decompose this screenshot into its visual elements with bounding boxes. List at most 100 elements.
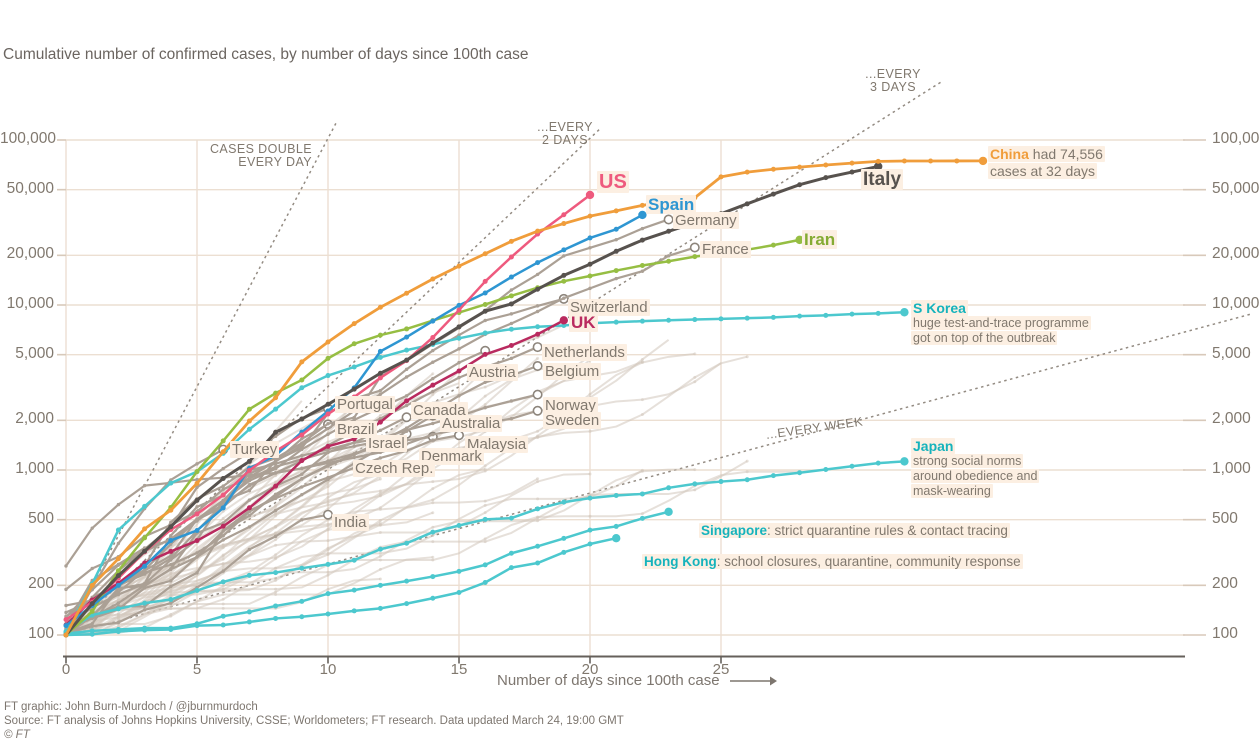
series-point-china	[744, 169, 750, 175]
series-point-germany	[326, 422, 330, 426]
series-point-belgium	[169, 562, 173, 567]
series-end-marker-s-korea	[900, 308, 909, 317]
series-end-marker-india	[322, 509, 333, 520]
series-point-japan	[404, 540, 410, 546]
series-point-us	[246, 467, 252, 473]
series-point-singapore	[535, 543, 541, 549]
series-point-spain	[430, 318, 436, 324]
series-point-belgium	[378, 439, 383, 444]
background-series-line	[65, 470, 800, 636]
series-point-czech	[221, 487, 225, 491]
series-point-switzerland	[404, 367, 409, 372]
series-point-italy	[744, 201, 750, 207]
series-point-india	[169, 601, 173, 605]
series-point-belgium	[142, 570, 147, 575]
series-point-china	[666, 198, 672, 204]
series-point-italy	[718, 211, 724, 217]
series-point-switzerland	[378, 388, 383, 393]
reference-line-double-every-2-days	[65, 127, 601, 636]
series-point-china	[246, 418, 252, 424]
series-point-singapore	[168, 625, 174, 631]
series-point-us	[351, 394, 357, 400]
series-point-china	[613, 208, 619, 214]
series-point-italy	[430, 340, 436, 346]
series-point-malaysia	[352, 466, 356, 470]
reference-line-double-every-3-days	[65, 81, 942, 636]
series-point-japan	[875, 460, 881, 466]
series-point-italy	[351, 386, 357, 392]
series-point-us	[63, 617, 69, 623]
series-point-india	[247, 547, 252, 552]
series-point-australia	[116, 601, 121, 605]
series-end-marker-us	[585, 190, 595, 200]
series-point-singapore	[89, 628, 95, 634]
series-point-japan	[639, 491, 645, 497]
series-end-marker-netherlands	[532, 342, 543, 353]
series-point-iran	[404, 326, 410, 332]
background-series-line	[65, 478, 381, 629]
series-point-china	[587, 213, 593, 219]
series-point-singapore	[194, 621, 200, 627]
series-point-germany	[614, 238, 618, 242]
series-point-s-korea	[482, 330, 488, 336]
series-point-canada	[247, 498, 252, 502]
series-point-canada	[378, 428, 383, 433]
series-point-china	[928, 158, 934, 164]
series-point-portugal	[273, 434, 278, 439]
series-line-singapore	[65, 510, 669, 635]
series-point-japan	[115, 606, 121, 612]
series-point-hong-kong	[587, 541, 593, 547]
series-point-italy	[456, 324, 462, 330]
series-point-malaysia	[142, 604, 147, 609]
series-point-uk	[299, 458, 305, 464]
series-point-france	[273, 459, 278, 464]
series-point-spain	[561, 247, 567, 253]
series-point-australia	[195, 555, 199, 559]
series-point-hong-kong	[299, 614, 305, 620]
series-point-s-korea	[273, 406, 279, 412]
series-point-uk	[246, 505, 252, 511]
series-point-austria	[169, 554, 173, 558]
series-point-china	[901, 158, 907, 164]
series-point-china	[823, 162, 829, 168]
series-point-norway	[300, 453, 304, 458]
series-point-switzerland	[535, 304, 540, 308]
series-point-us	[273, 448, 279, 454]
series-end-marker-belgium	[532, 360, 543, 371]
series-point-japan	[482, 516, 488, 522]
series-point-china	[89, 582, 95, 588]
series-point-iran	[142, 535, 148, 541]
series-point-uk	[508, 342, 514, 348]
series-point-sweden	[431, 432, 435, 437]
series-point-switzerland	[116, 562, 121, 567]
series-point-switzerland	[483, 318, 487, 323]
series-point-uk	[194, 538, 200, 544]
series-point-china	[115, 556, 121, 562]
series-point-belgium	[352, 452, 356, 457]
series-point-uk	[430, 382, 436, 388]
series-point-belgium	[457, 394, 461, 398]
series-point-uk	[377, 419, 383, 425]
x-axis-title-text: Number of days since 100th case	[497, 672, 720, 689]
series-point-italy	[168, 524, 174, 530]
series-point-malaysia	[195, 571, 199, 575]
series-point-italy	[89, 601, 95, 607]
series-point-japan	[377, 546, 383, 552]
series-point-denmark	[116, 502, 121, 507]
series-point-singapore	[115, 626, 121, 632]
series-point-us	[194, 511, 200, 517]
series-end-marker-singapore	[664, 507, 673, 517]
series-point-india	[142, 608, 147, 612]
series-point-netherlands	[509, 356, 514, 361]
series-point-s-korea	[508, 326, 514, 332]
series-point-japan	[246, 572, 252, 578]
series-point-austria	[404, 394, 409, 398]
series-point-france	[457, 347, 461, 351]
series-point-china	[404, 290, 410, 296]
series-point-france	[352, 409, 356, 413]
series-point-germany	[509, 288, 514, 292]
series-point-austria	[378, 405, 383, 410]
series-point-italy	[273, 429, 279, 435]
series-point-canada	[221, 521, 225, 525]
series-point-china	[142, 526, 148, 532]
